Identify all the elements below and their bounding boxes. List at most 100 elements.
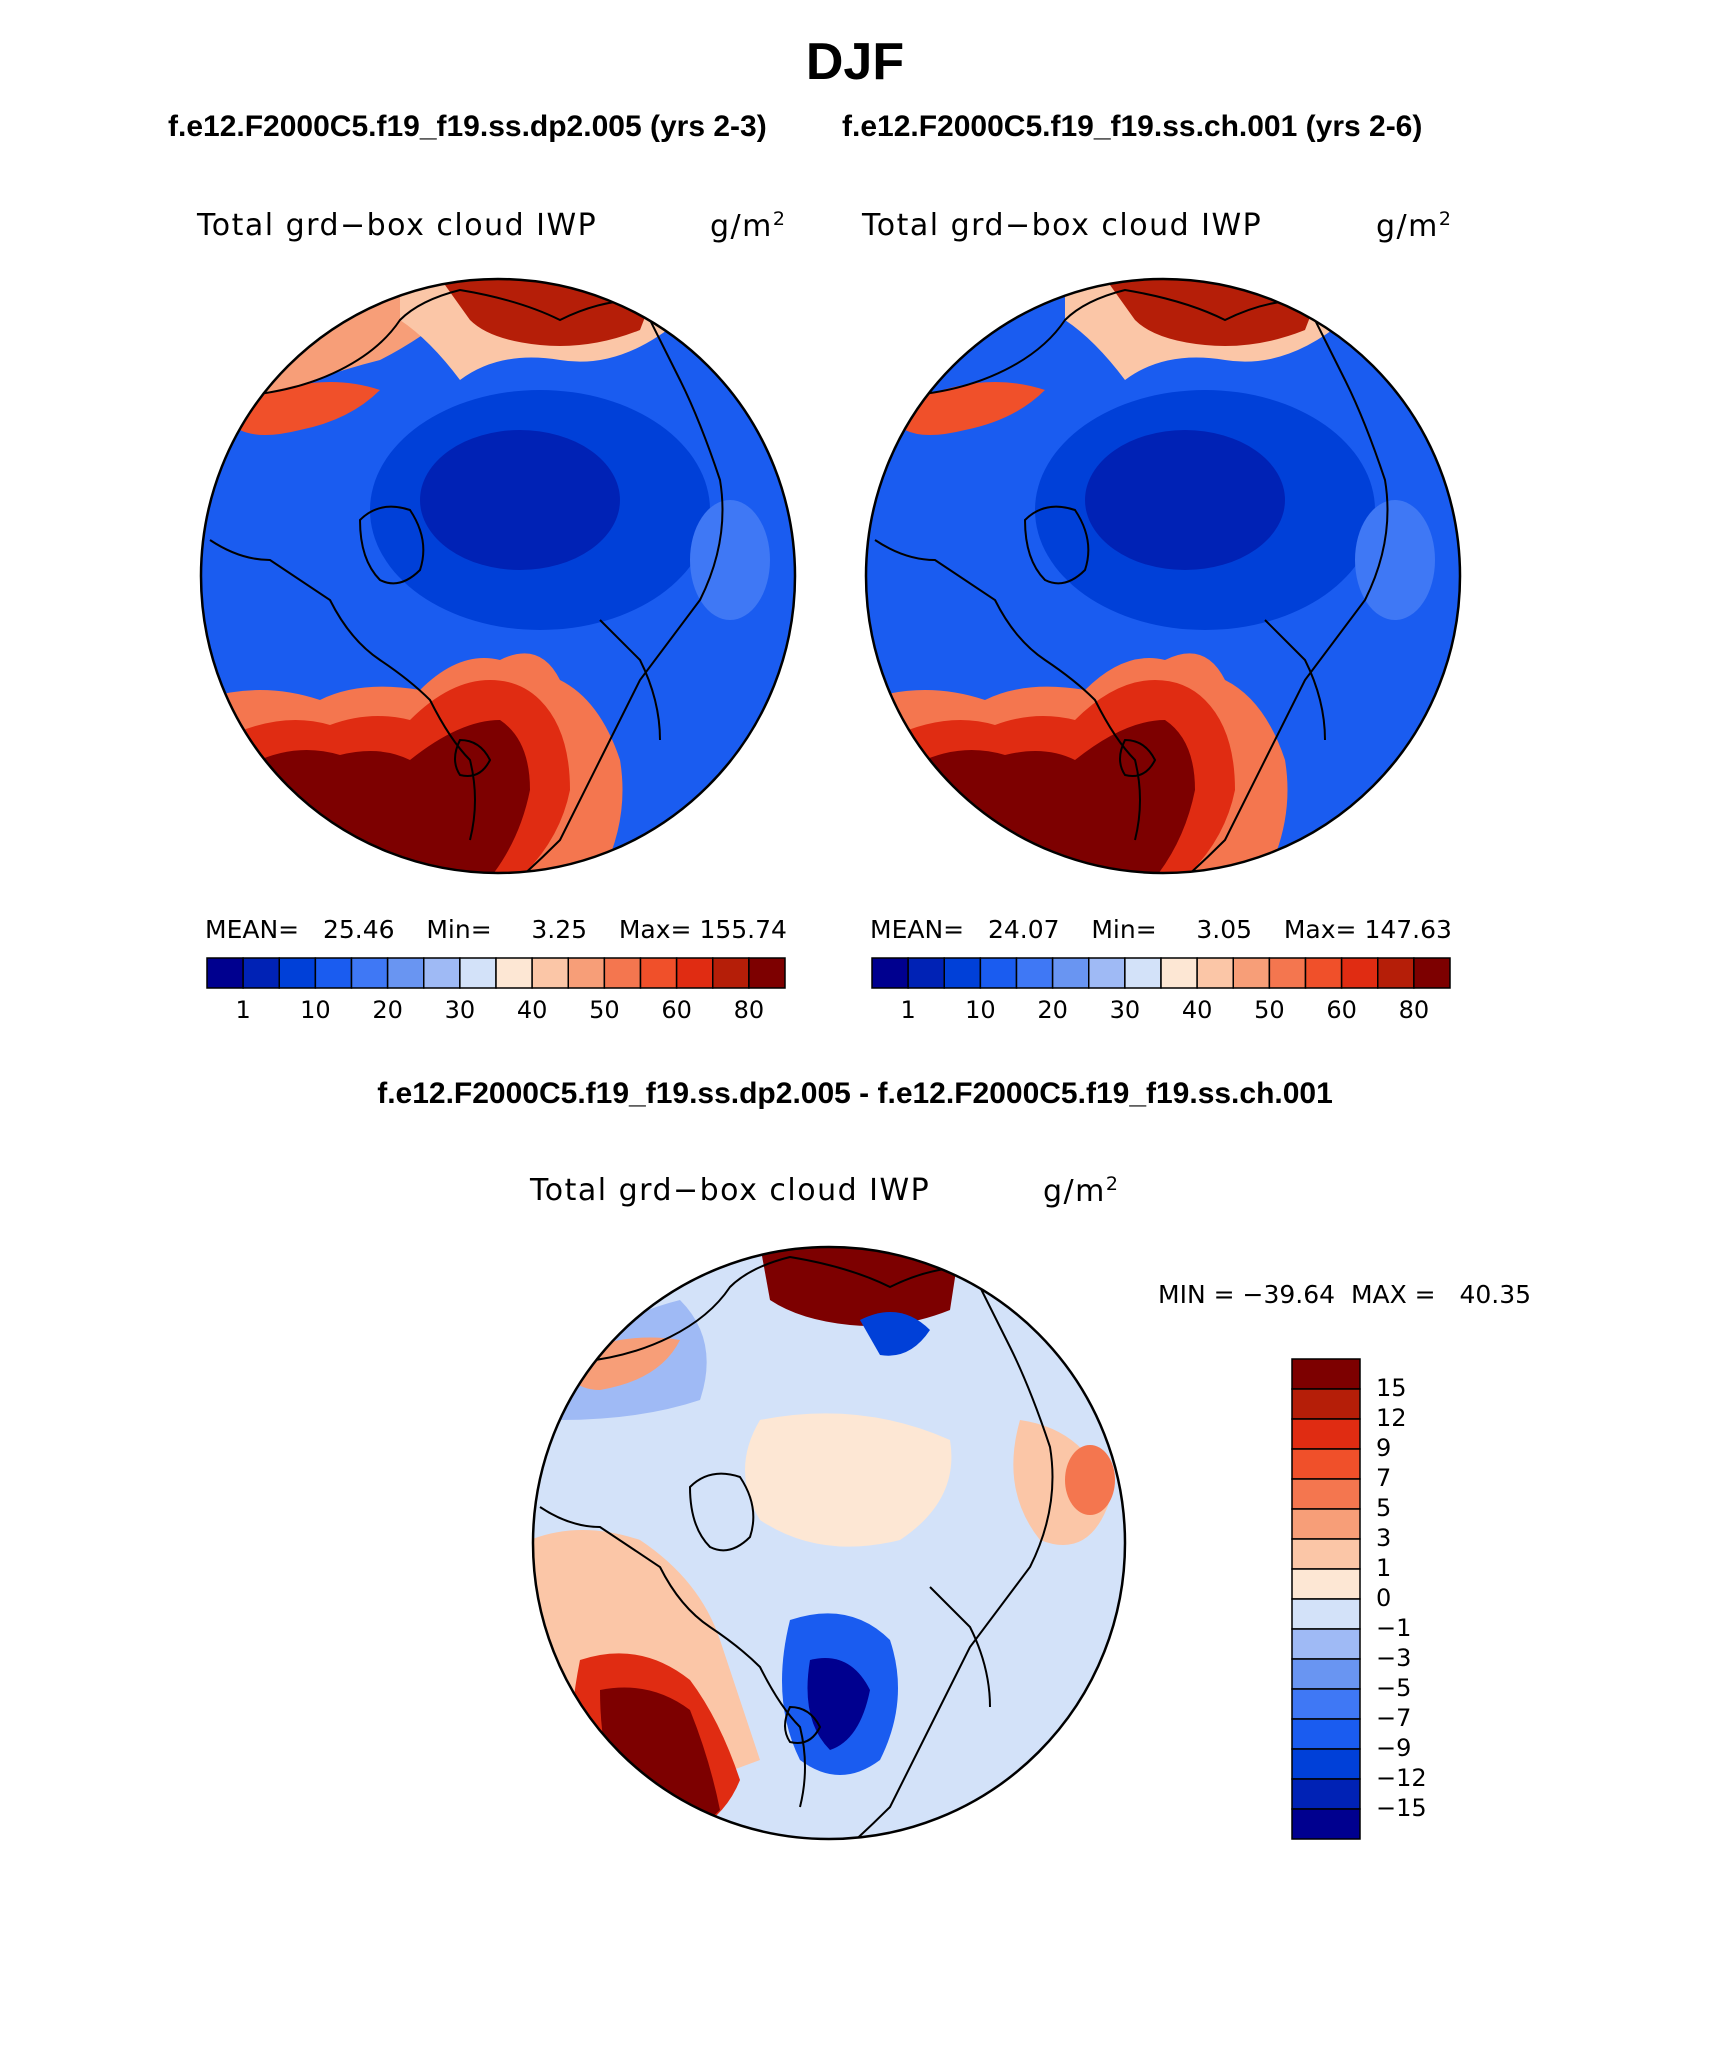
- colorbar1-tick-label: 30: [444, 996, 476, 1024]
- colorbar1-box: [748, 957, 786, 989]
- map1-atlantic-edge: [201, 653, 623, 873]
- panel1-max-label: Max=: [618, 915, 692, 944]
- map1-pacific-band: [240, 382, 380, 435]
- colorbar-diff-box: [1291, 1688, 1361, 1720]
- colorbar-diff-box: [1291, 1418, 1361, 1450]
- colorbar1-tick-label: 10: [300, 996, 331, 1024]
- map2-field: [866, 279, 1460, 873]
- diff-minmax: MIN = −39.64 MAX = 40.35: [1158, 1280, 1531, 1309]
- panel2-mean-label: MEAN=: [870, 915, 965, 944]
- colorbar-diff-tick-label: 12: [1376, 1404, 1407, 1432]
- map3-pacific-cool: [540, 1300, 707, 1420]
- map3-alaska-neg: [860, 1312, 930, 1356]
- colorbar2-box: [1340, 957, 1379, 989]
- colorbar2-box: [1268, 957, 1307, 989]
- colorbar-diff-box: [1291, 1778, 1361, 1810]
- map1-arctic-low: [370, 390, 710, 630]
- panel1-variable-label: Total grd−box cloud IWP: [197, 208, 598, 243]
- diff-title: f.e12.F2000C5.f19_f19.ss.dp2.005 - f.e12…: [377, 1077, 1333, 1110]
- colorbar1-tick-label: 50: [589, 996, 620, 1024]
- colorbar-diff-tick-label: −5: [1376, 1674, 1412, 1702]
- map2-arctic-min: [1085, 430, 1285, 570]
- colorbar2-box: [1232, 957, 1271, 989]
- colorbar-diff-tick-label: −3: [1376, 1644, 1412, 1672]
- colorbar-diff-box: [1291, 1478, 1361, 1510]
- colorbar-diff-box: [1291, 1658, 1361, 1690]
- colorbar2-box: [871, 957, 909, 989]
- colorbar-diff-tick-label: −9: [1376, 1734, 1412, 1762]
- colorbar1-box: [495, 957, 533, 989]
- colorbar2-tick-label: 80: [1398, 996, 1430, 1024]
- case1-label: f.e12.F2000C5.f19_f19.ss.dp2.005 (yrs 2-…: [168, 110, 767, 143]
- map3-norway-neg: [782, 1613, 898, 1775]
- colorbar-diff-box: [1291, 1358, 1361, 1390]
- map2-coastlines: [874, 288, 1389, 873]
- colorbar-diff-box: [1291, 1718, 1361, 1750]
- colorbar2-tick-label: 1: [900, 996, 916, 1024]
- colorbar1-box: [675, 957, 714, 989]
- panel1-min-value: 3.25: [531, 915, 588, 944]
- map1-boundary: [199, 277, 797, 875]
- map1-arctic-min: [420, 430, 620, 570]
- colorbar-diff-box: [1291, 1628, 1361, 1660]
- colorbar2-box: [1304, 957, 1343, 989]
- colorbar1-box: [278, 957, 317, 989]
- map3-pacific-warm: [560, 1337, 680, 1390]
- colorbar-diff-tick-label: 5: [1376, 1494, 1392, 1522]
- map1-atlantic-core: [240, 720, 530, 873]
- diff-max-label: MAX =: [1350, 1280, 1436, 1309]
- map2-arctic-low: [1035, 390, 1375, 630]
- colorbar2-box: [1051, 957, 1090, 989]
- colorbar1-tick-label: 1: [235, 996, 251, 1024]
- map1-coastlines: [209, 288, 724, 873]
- colorbar-diff-tick-label: −12: [1376, 1764, 1427, 1792]
- map2-atlantic-edge: [866, 653, 1288, 873]
- colorbar-diff-tick-label: 7: [1376, 1464, 1392, 1492]
- colorbar1-box: [567, 957, 606, 989]
- colorbar-diff-box: [1291, 1808, 1361, 1840]
- colorbar1-box: [712, 957, 750, 989]
- panel1-min-label: Min=: [426, 915, 492, 944]
- colorbar2-tick-label: 50: [1254, 996, 1285, 1024]
- colorbar-diff-box: [1291, 1388, 1361, 1420]
- colorbar2-box: [1015, 957, 1054, 989]
- diff-min-label: MIN =: [1158, 1280, 1235, 1309]
- panel1-mean-value: 25.46: [322, 915, 395, 944]
- panel1-units: g/m2: [710, 208, 786, 244]
- diff-min-value: −39.64: [1242, 1280, 1336, 1309]
- colorbar-diff-box: [1291, 1598, 1361, 1630]
- colorbar-diff-tick-label: 0: [1376, 1584, 1392, 1612]
- colorbar1-box: [603, 957, 642, 989]
- colorbar1-box: [386, 957, 425, 989]
- colorbar1-tick-label: 80: [733, 996, 765, 1024]
- map1-field: [201, 279, 795, 873]
- colorbar2-tick-label: 20: [1037, 996, 1068, 1024]
- colorbar1: [206, 957, 786, 989]
- colorbar-diff-box: [1291, 1748, 1361, 1780]
- map3-pacific-core: [760, 1247, 960, 1326]
- map3-base-fill: [533, 1247, 1125, 1839]
- map1-pacific-warm: [201, 279, 795, 420]
- panel1-stats: MEAN= 25.46 Min= 3.25 Max= 155.74: [205, 915, 787, 944]
- colorbar-diff-tick-label: 9: [1376, 1434, 1392, 1462]
- colorbar2-tick-label: 30: [1109, 996, 1141, 1024]
- colorbar2-tick-label: 40: [1181, 996, 1213, 1024]
- colorbar1-box: [206, 957, 244, 989]
- map2-atlantic-mid: [885, 680, 1235, 873]
- colorbar2-box: [1413, 957, 1451, 989]
- map3-field: [533, 1247, 1125, 1839]
- map3-coastlines: [539, 1255, 1054, 1839]
- panel2-max-value: 147.63: [1364, 915, 1452, 944]
- map2-pacific-edge: [1065, 279, 1345, 380]
- colorbar-diff-box: [1291, 1538, 1361, 1570]
- map3-siberia-spot: [1065, 1445, 1115, 1515]
- colorbar2-box: [1124, 957, 1162, 989]
- colorbar2-tick-label: 10: [965, 996, 996, 1024]
- colorbar-diff-tick-label: −7: [1376, 1704, 1412, 1732]
- panel2-min-label: Min=: [1091, 915, 1157, 944]
- colorbar1-box: [423, 957, 461, 989]
- colorbar1-tick-label: 20: [372, 996, 403, 1024]
- colorbar-diff-tick-label: −1: [1376, 1614, 1412, 1642]
- colorbar2-box: [979, 957, 1018, 989]
